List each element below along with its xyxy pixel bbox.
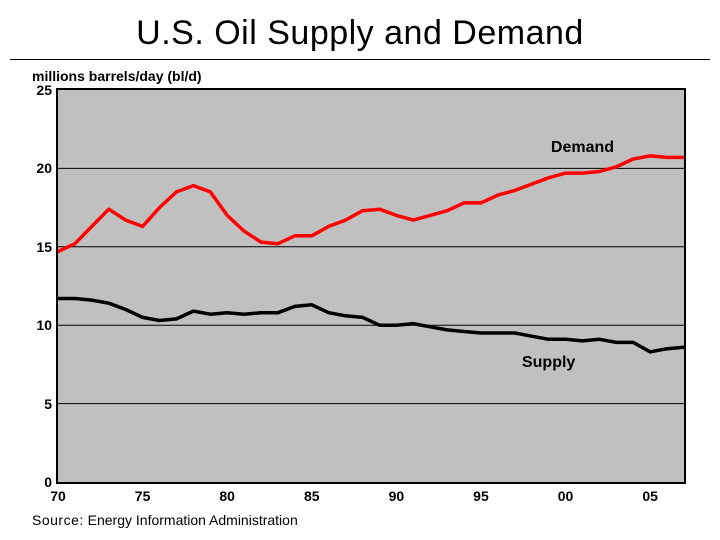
x-tick-label: 90 <box>389 488 405 504</box>
y-tick-label: 20 <box>36 160 52 176</box>
source-label: Source: <box>32 512 84 528</box>
y-tick-label: 25 <box>36 82 52 98</box>
y-tick-label: 10 <box>36 317 52 333</box>
y-tick-label: 5 <box>44 396 52 412</box>
y-axis-label: millions barrels/day (bl/d) <box>32 68 202 84</box>
x-tick-label: 05 <box>642 488 658 504</box>
x-tick-label: 70 <box>50 488 66 504</box>
x-tick-label: 85 <box>304 488 320 504</box>
y-tick-label: 15 <box>36 239 52 255</box>
chart-plot-area: 05101520257075808590950005DemandSupply <box>56 88 686 484</box>
x-tick-label: 80 <box>219 488 235 504</box>
chart-page: U.S. Oil Supply and Demand millions barr… <box>0 0 720 540</box>
series-label-demand: Demand <box>551 139 614 157</box>
series-label-supply: Supply <box>522 354 575 372</box>
source-line: Source: Energy Information Administratio… <box>32 512 298 528</box>
x-tick-label: 00 <box>558 488 574 504</box>
series-line-demand <box>58 156 684 252</box>
x-tick-label: 75 <box>135 488 151 504</box>
x-tick-label: 95 <box>473 488 489 504</box>
chart-title: U.S. Oil Supply and Demand <box>10 0 710 60</box>
source-value: Energy Information Administration <box>88 512 298 528</box>
